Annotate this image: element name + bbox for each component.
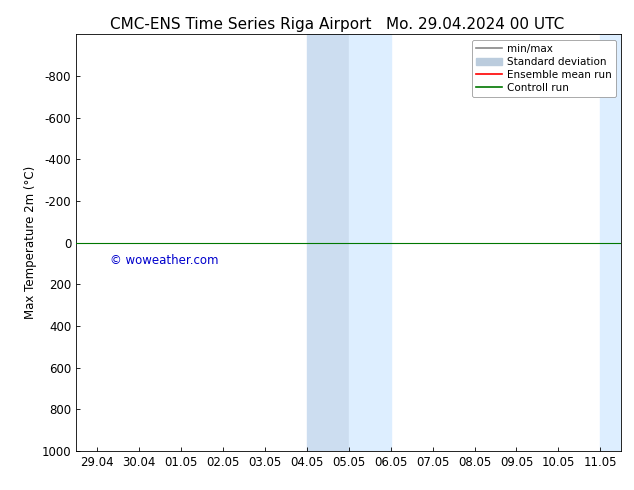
Text: Mo. 29.04.2024 00 UTC: Mo. 29.04.2024 00 UTC [386, 17, 565, 32]
Bar [600, 34, 621, 451]
Bar [349, 34, 391, 451]
Text: © woweather.com: © woweather.com [110, 254, 218, 267]
Bar [307, 34, 349, 451]
Text: CMC-ENS Time Series Riga Airport: CMC-ENS Time Series Riga Airport [110, 17, 372, 32]
Y-axis label: Max Temperature 2m (°C): Max Temperature 2m (°C) [25, 166, 37, 319]
Legend: min/max, Standard deviation, Ensemble mean run, Controll run: min/max, Standard deviation, Ensemble me… [472, 40, 616, 97]
